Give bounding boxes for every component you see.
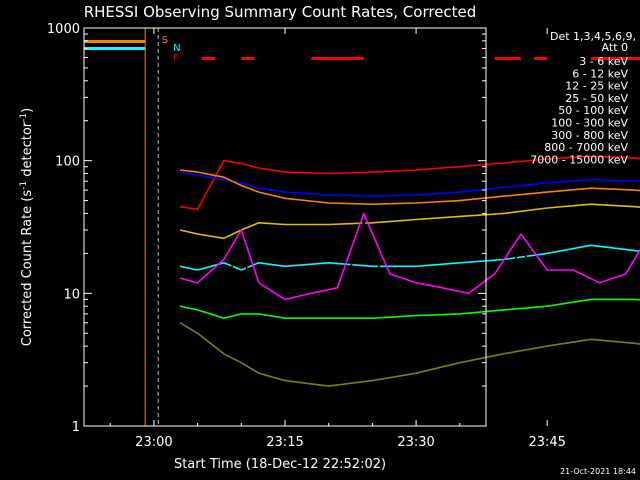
y-axis-label: Corrected Count Rate (s-1 detector-1) <box>19 108 35 346</box>
legend-entry: 12 - 25 keV <box>565 80 628 93</box>
saa-flag-label: S <box>162 35 168 46</box>
chart-title: RHESSI Observing Summary Count Rates, Co… <box>84 3 477 21</box>
series-line-6-12-kev <box>179 212 640 301</box>
night-flag-bar <box>84 47 146 50</box>
legend-entry: 6 - 12 keV <box>572 67 628 80</box>
flare-flag-segment <box>494 57 521 60</box>
x-tick-label: 23:45 <box>528 435 565 450</box>
y-tick-label: 10 <box>63 287 80 302</box>
flare-flag-segment <box>590 57 640 60</box>
flare-flag-segment <box>241 57 255 60</box>
night-flag-label: N <box>173 43 180 54</box>
series-line-7000-15000-kev <box>179 322 640 387</box>
y-tick-label: 1000 <box>47 22 80 37</box>
y-tick-label: 100 <box>55 155 80 170</box>
saa-flag-bar <box>84 40 146 43</box>
series-line-12-25-kev <box>179 298 640 320</box>
plot-frame <box>83 27 487 427</box>
legend-entry: 25 - 50 keV <box>565 92 628 105</box>
x-axis-label: Start Time (18-Dec-12 22:52:02) <box>174 457 386 472</box>
legend-entry: 3 - 6 keV <box>579 55 628 68</box>
legend-header-attenuator: Att 0 <box>602 41 628 54</box>
flare-flag-label: F <box>173 53 179 64</box>
x-tick-label: 23:00 <box>135 435 172 450</box>
legend-entry: 100 - 300 keV <box>551 117 628 130</box>
flare-flag-segment <box>311 57 364 60</box>
legend-entry: 7000 - 15000 keV <box>530 153 628 166</box>
series-line-800-7000-kev <box>180 169 640 205</box>
series-line-300-800-kev <box>179 171 640 197</box>
flare-flag-segment <box>201 57 216 60</box>
legend-entry: 800 - 7000 keV <box>544 141 628 154</box>
x-tick-label: 23:15 <box>266 435 303 450</box>
legend-header-detectors: Det 1,3,4,5,6,9, <box>550 30 636 43</box>
legend-entry: 300 - 800 keV <box>551 129 628 142</box>
series-line-50-100-kev <box>179 203 640 240</box>
y-tick-label: 1 <box>72 420 80 435</box>
footer-timestamp: 21-Oct-2021 18:44 <box>560 467 636 476</box>
flare-flag-segment <box>534 57 548 60</box>
series-line-100-300-kev <box>179 155 640 211</box>
y-axis: 1 10 100 1000 <box>47 22 486 435</box>
x-tick-label: 23:30 <box>397 435 434 450</box>
plot-area: SNF <box>84 28 640 426</box>
legend-entry: 50 - 100 keV <box>558 104 628 117</box>
series-line-25-50-kev <box>179 244 640 271</box>
